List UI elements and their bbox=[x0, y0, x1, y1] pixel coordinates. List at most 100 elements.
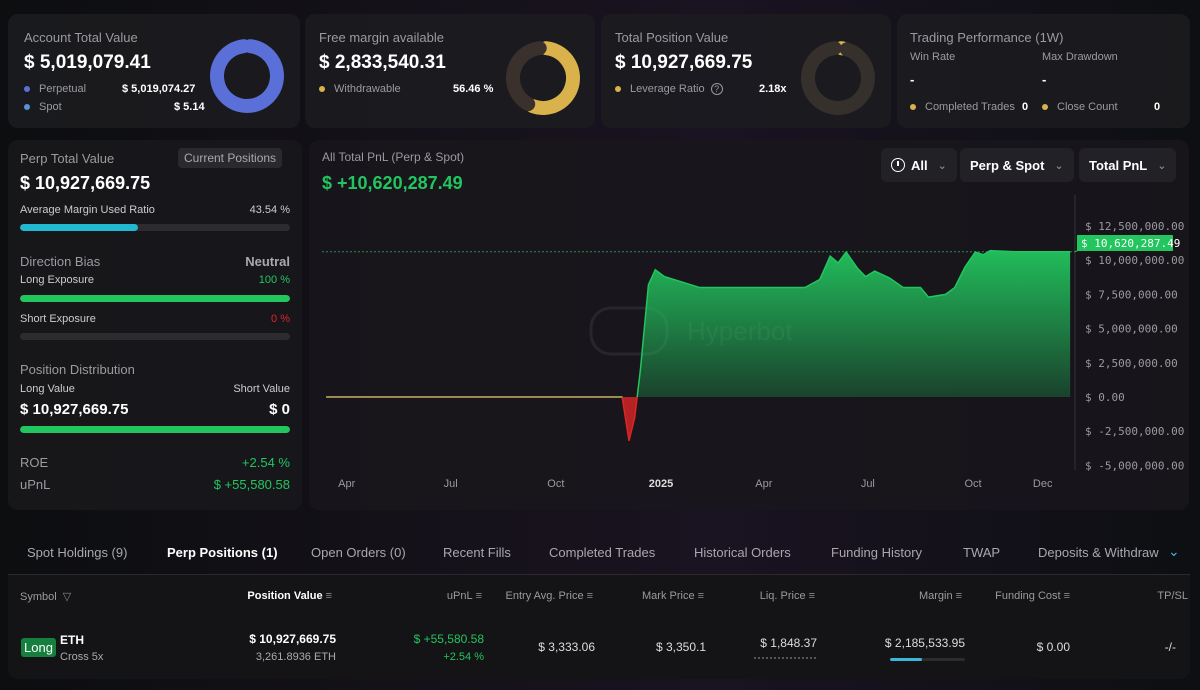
column-header[interactable]: Margin ≡ bbox=[919, 590, 962, 602]
margin-bar bbox=[890, 658, 965, 661]
column-header[interactable]: Funding Cost ≡ bbox=[995, 590, 1070, 602]
column-header[interactable]: Liq. Price ≡ bbox=[760, 590, 815, 602]
pnl-area-chart: Hyperbot$ 12,500,000.00$ 10,000,000.00$ … bbox=[322, 195, 1184, 490]
liq-price: $ 1,848.37 bbox=[760, 636, 817, 650]
dot-icon bbox=[910, 104, 916, 111]
leverage-dot-icon bbox=[615, 86, 621, 93]
upnl: $ +55,580.58 bbox=[413, 632, 484, 646]
margin-ratio-label: Average Margin Used Ratio bbox=[20, 204, 155, 216]
time-range-dropdown[interactable]: All ⌄ bbox=[881, 148, 957, 182]
column-header-label: Symbol bbox=[20, 591, 57, 603]
account-total-card: Account Total Value $ 5,019,079.41 Perpe… bbox=[8, 14, 300, 128]
tab-historical-orders[interactable]: Historical Orders bbox=[694, 545, 791, 560]
positions-table bbox=[8, 575, 1190, 679]
long-value-label: Long Value bbox=[20, 383, 75, 395]
column-header[interactable]: Symbol ▽ bbox=[20, 590, 71, 603]
x-tick-label: 2025 bbox=[649, 478, 673, 490]
spot-dot-icon bbox=[24, 104, 30, 111]
current-value-badge bbox=[1077, 235, 1173, 251]
pnl-chart-panel: All Total PnL (Perp & Spot) $ +10,620,28… bbox=[309, 140, 1189, 510]
x-tick-label: Jul bbox=[444, 478, 458, 490]
free-margin-card: Free margin available $ 2,833,540.31 Wit… bbox=[305, 14, 595, 128]
card-title: Total Position Value bbox=[615, 30, 729, 45]
column-header[interactable]: uPnL ≡ bbox=[447, 590, 482, 602]
pnl-area-positive bbox=[326, 250, 1071, 397]
account-donut-chart bbox=[210, 39, 284, 113]
tab-funding-history[interactable]: Funding History bbox=[831, 545, 923, 560]
current-positions-button[interactable]: Current Positions bbox=[178, 148, 283, 168]
total-position-value: $ 10,927,669.75 bbox=[615, 52, 753, 73]
current-value-label: $ 10,620,287.49 bbox=[1081, 237, 1180, 250]
perpetual-value: $ 5,019,074.27 bbox=[122, 83, 196, 95]
tab-recent-fills[interactable]: Recent Fills bbox=[443, 545, 511, 560]
roe-label: ROE bbox=[20, 455, 49, 470]
position-donut-chart bbox=[801, 41, 875, 115]
win-rate-value: - bbox=[910, 72, 915, 87]
position-distribution-label: Position Distribution bbox=[20, 362, 135, 377]
chevron-down-icon: ⌄ bbox=[937, 159, 947, 172]
sort-icon[interactable]: ≡ bbox=[955, 590, 962, 602]
perpetual-dot-icon bbox=[24, 86, 30, 93]
margin-ratio-value: 43.54 % bbox=[249, 204, 290, 216]
column-header-label: uPnL bbox=[446, 590, 473, 602]
free-margin-donut-chart bbox=[506, 41, 580, 115]
sort-icon[interactable]: ≡ bbox=[325, 590, 332, 602]
short-exposure-bar bbox=[20, 333, 290, 340]
column-header[interactable]: Mark Price ≡ bbox=[642, 590, 704, 602]
y-tick-label: $ 7,500,000.00 bbox=[1085, 288, 1178, 301]
long-exposure-value: 100 % bbox=[258, 274, 290, 286]
column-header[interactable]: TP/SL bbox=[1157, 590, 1188, 602]
leverage-value: 2.18x bbox=[759, 83, 787, 95]
legend-label: Spot bbox=[39, 101, 62, 113]
sort-icon[interactable]: ≡ bbox=[808, 590, 815, 602]
account-total-value: $ 5,019,079.41 bbox=[24, 52, 151, 73]
withdrawable-value: 56.46 % bbox=[453, 83, 494, 95]
direction-bias-value: Neutral bbox=[245, 254, 290, 269]
y-tick-label: $ -2,500,000.00 bbox=[1085, 425, 1184, 438]
column-header-label: Position Value bbox=[247, 590, 323, 602]
y-tick-label: $ 12,500,000.00 bbox=[1085, 220, 1184, 233]
question-circle-icon[interactable]: ? bbox=[710, 83, 723, 95]
pnl-type-dropdown[interactable]: Total PnL ⌄ bbox=[1079, 148, 1177, 182]
tab-perp-positions[interactable]: Perp Positions (1) bbox=[167, 545, 278, 560]
tab-spot-holdings[interactable]: Spot Holdings (9) bbox=[27, 545, 128, 560]
sort-icon[interactable]: ≡ bbox=[475, 590, 482, 602]
max-drawdown-value: - bbox=[1042, 72, 1047, 87]
long-exposure-label: Long Exposure bbox=[20, 274, 94, 286]
y-tick-label: $ 5,000,000.00 bbox=[1085, 323, 1178, 336]
dropdown-label: All bbox=[911, 157, 928, 173]
free-margin-value: $ 2,833,540.31 bbox=[319, 52, 446, 73]
column-header[interactable]: Entry Avg. Price ≡ bbox=[506, 590, 593, 602]
sort-icon[interactable]: ≡ bbox=[1063, 590, 1070, 602]
chevron-down-icon[interactable]: ⌄ bbox=[1168, 543, 1180, 559]
column-header[interactable]: Position Value ≡ bbox=[247, 590, 332, 602]
max-drawdown-label: Max Drawdown bbox=[1042, 51, 1118, 63]
win-rate-label: Win Rate bbox=[910, 51, 956, 63]
direction-bias-label: Direction Bias bbox=[20, 254, 101, 269]
sort-icon[interactable]: ≡ bbox=[586, 590, 593, 602]
donut-segment bbox=[525, 41, 580, 115]
tab-completed-trades[interactable]: Completed Trades bbox=[549, 545, 656, 560]
x-tick-label: Oct bbox=[547, 478, 564, 490]
donut-segment bbox=[210, 39, 284, 113]
short-exposure-value: 0 % bbox=[271, 313, 290, 325]
column-header-label: Funding Cost bbox=[995, 590, 1061, 602]
perp-panel: Perp Total Value Current Positions $ 10,… bbox=[8, 140, 302, 510]
tab-open-orders[interactable]: Open Orders (0) bbox=[311, 545, 406, 560]
pnl-total-value: $ +10,620,287.49 bbox=[322, 173, 463, 193]
pnl-title: All Total PnL (Perp & Spot) bbox=[322, 150, 465, 164]
symbol[interactable]: ETH bbox=[60, 633, 84, 647]
tab-twap[interactable]: TWAP bbox=[963, 545, 1001, 560]
dropdown-label: Total PnL bbox=[1089, 157, 1148, 173]
tab-deposits-withdraw[interactable]: Deposits & Withdraw bbox=[1038, 545, 1159, 560]
sort-icon[interactable]: ≡ bbox=[697, 590, 704, 602]
column-header-label: Margin bbox=[918, 590, 953, 602]
filter-icon[interactable]: ▽ bbox=[59, 591, 72, 603]
short-value: $ 0 bbox=[269, 401, 290, 418]
tpsl[interactable]: -/- bbox=[1164, 640, 1176, 654]
market-type-dropdown[interactable]: Perp & Spot ⌄ bbox=[960, 148, 1074, 182]
long-exposure-bar bbox=[20, 295, 290, 302]
completed-trades-value: 0 bbox=[1022, 101, 1029, 113]
roe-value: +2.54 % bbox=[241, 455, 290, 470]
mark-price: $ 3,350.1 bbox=[655, 640, 706, 654]
